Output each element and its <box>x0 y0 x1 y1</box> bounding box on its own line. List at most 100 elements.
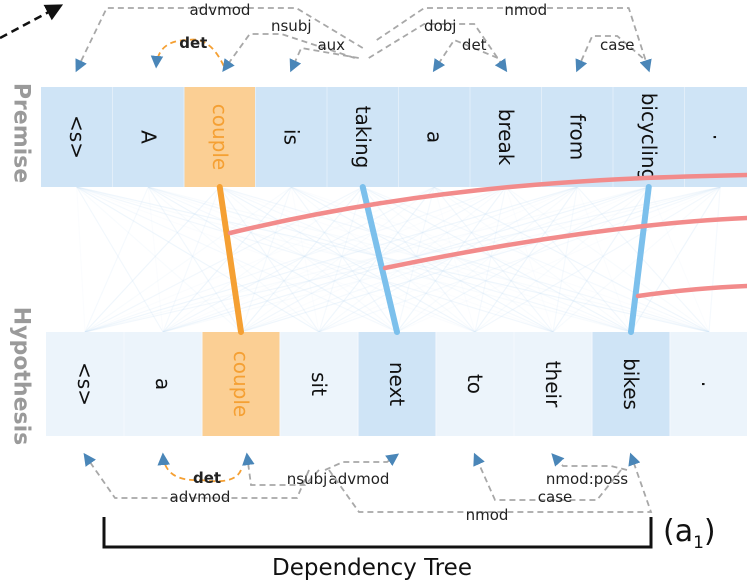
premise-token: A <box>136 130 160 144</box>
faint-alignment-line <box>290 186 398 333</box>
faint-alignment-line <box>148 186 554 333</box>
hypothesis-token: their <box>541 361 565 408</box>
faint-alignment-line <box>84 186 221 333</box>
dependency-label: nmod:poss <box>546 470 628 488</box>
dependency-arc <box>157 452 242 483</box>
faint-alignment-line <box>162 186 506 333</box>
hypothesis-side-label: Hypothesis <box>9 307 34 445</box>
faint-alignment-line <box>76 186 710 333</box>
cross-panel-alignment-curves <box>227 172 747 299</box>
premise-token-highlight <box>184 87 256 187</box>
dependency-arc <box>324 453 400 471</box>
faint-alignment-line <box>433 186 632 333</box>
faint-alignment-line <box>240 186 649 333</box>
premise-side-label: Premise <box>9 83 34 183</box>
faint-alignment-line <box>84 186 364 333</box>
faint-alignment-line <box>148 186 476 333</box>
faint-alignment-line <box>76 186 632 333</box>
faint-alignment-line <box>396 186 507 333</box>
premise-token: couple <box>208 104 232 170</box>
faint-alignment-line <box>84 186 149 333</box>
strong-alignment-line <box>628 184 652 335</box>
faint-alignment-line <box>162 186 578 333</box>
dependency-label: nmod <box>504 1 547 19</box>
faint-alignment-line <box>84 186 649 333</box>
faint-alignment-line <box>648 186 710 333</box>
faint-alignment-line <box>76 186 86 333</box>
faint-alignment-line <box>474 186 507 333</box>
hypothesis-token: bikes <box>619 358 643 410</box>
faint-alignment-line <box>84 186 721 333</box>
strong-alignment-lines <box>216 184 652 335</box>
faint-alignment-line <box>240 186 292 333</box>
faint-alignment-line <box>433 186 554 333</box>
dependency-label: advmod <box>170 488 231 506</box>
faint-alignment-line <box>318 186 435 333</box>
faint-alignment-line <box>396 186 578 333</box>
dependency-arc <box>83 452 310 499</box>
dependency-tree-bracket <box>102 517 653 549</box>
dependency-arc <box>150 38 225 69</box>
faint-alignment-line <box>552 186 578 333</box>
panel-label: (a1) <box>663 514 716 553</box>
premise-token: break <box>494 109 518 166</box>
faint-alignment-line <box>433 186 476 333</box>
hypothesis-token: a <box>151 378 175 390</box>
strong-alignment-line <box>216 184 244 335</box>
faint-alignment-line <box>147 186 164 333</box>
faint-alignment-line <box>708 186 721 333</box>
dependency-arc <box>368 23 508 73</box>
dependency-label: det <box>179 34 207 52</box>
faint-alignment-line <box>318 186 507 333</box>
faint-alignment-line <box>219 186 398 333</box>
faint-alignment-line <box>84 186 292 333</box>
faint-alignment-line <box>219 186 320 333</box>
hypothesis-token: next <box>385 362 409 406</box>
faint-alignment-line <box>162 186 292 333</box>
faint-alignment-line <box>290 186 320 333</box>
faint-alignment-line <box>505 186 710 333</box>
dependency-arc <box>289 46 359 73</box>
faint-alignment-line <box>362 186 554 333</box>
faint-alignment-line <box>76 186 320 333</box>
dependency-label: aux <box>317 36 345 54</box>
hypothesis-token-highlight <box>592 332 670 436</box>
faint-alignment-line <box>147 186 398 333</box>
hypothesis-token: sit <box>307 372 331 396</box>
faint-alignment-line <box>76 186 476 333</box>
dependency-label: nmod <box>466 506 509 524</box>
hypothesis-token-band: <s> a couple sit next to their bikes. <box>46 332 747 436</box>
premise-band-background <box>41 87 747 187</box>
corner-arrow-icon <box>0 4 64 40</box>
dependency-arc <box>432 38 499 73</box>
premise-token: is <box>279 129 303 145</box>
faint-alignment-line <box>76 186 554 333</box>
faint-alignment-line <box>147 186 320 333</box>
faint-alignment-line <box>318 186 578 333</box>
faint-alignment-line <box>630 186 721 333</box>
faint-alignment-line <box>219 186 554 333</box>
faint-alignment-line <box>433 186 710 333</box>
faint-alignment-line <box>147 186 242 333</box>
dependency-arc <box>473 452 622 501</box>
dependency-arc <box>551 453 628 471</box>
hypothesis-token: . <box>697 381 721 387</box>
faint-alignment-lines <box>76 186 721 333</box>
premise-token: . <box>708 134 732 140</box>
premise-token: <s> <box>65 115 89 159</box>
faint-alignment-line <box>474 186 650 333</box>
faint-alignment-line <box>219 186 710 333</box>
faint-alignment-line <box>76 186 242 333</box>
faint-alignment-line <box>240 186 721 333</box>
premise-token: taking <box>351 106 375 169</box>
faint-alignment-line <box>396 186 650 333</box>
dependency-label: case <box>538 488 572 506</box>
faint-alignment-line <box>240 186 578 333</box>
faint-alignment-line <box>291 186 710 333</box>
faint-alignment-line <box>396 186 721 333</box>
dependency-arc <box>222 33 356 73</box>
dependency-label: advmod <box>190 1 251 19</box>
faint-alignment-line <box>318 186 721 333</box>
